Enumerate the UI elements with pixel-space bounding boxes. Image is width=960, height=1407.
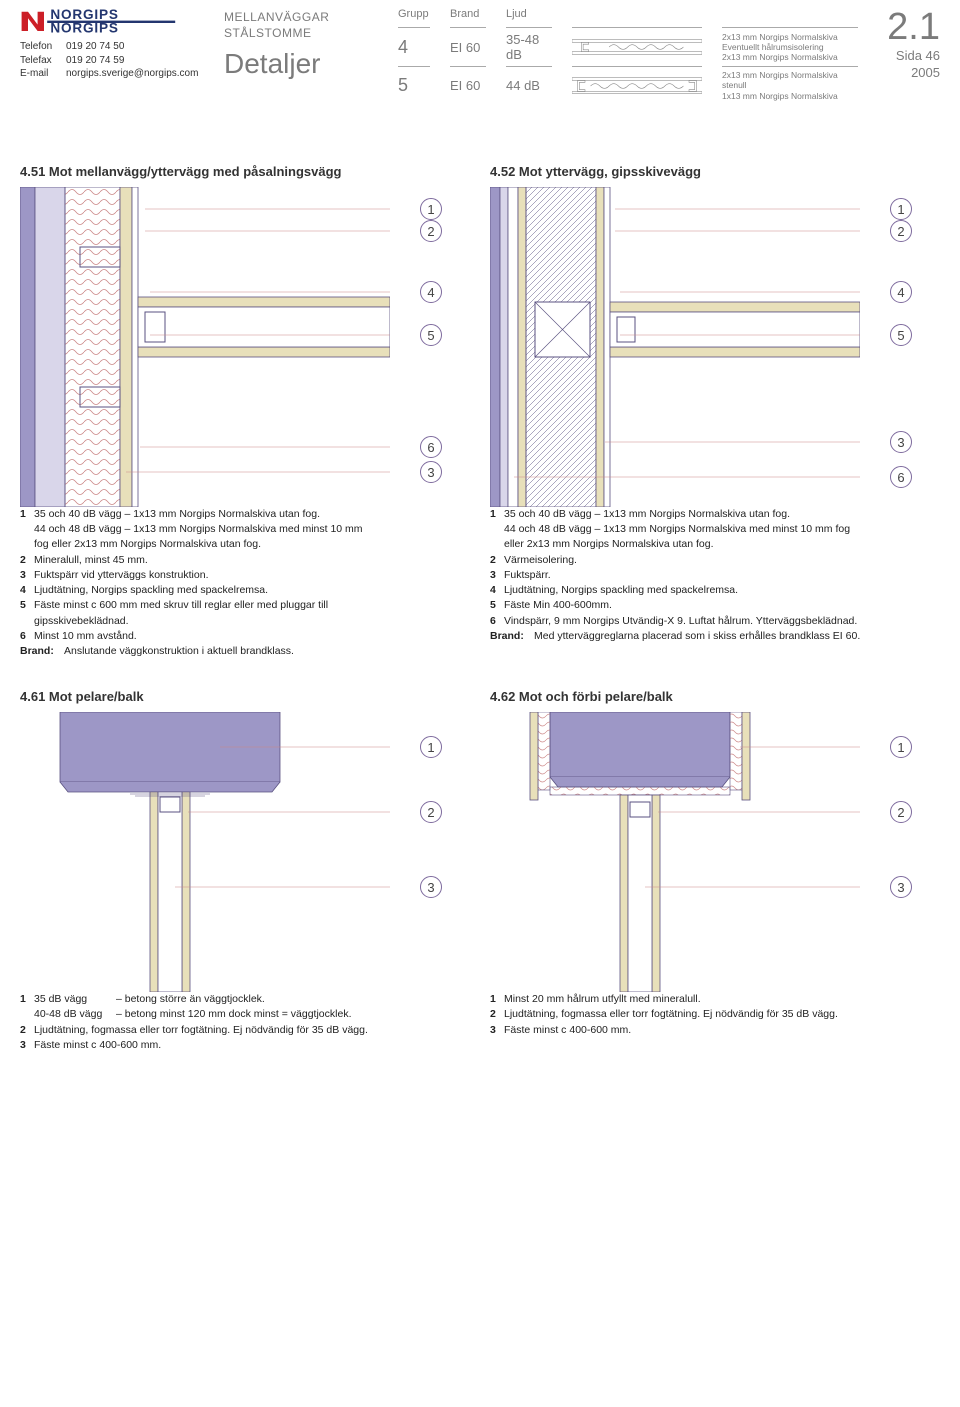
title-line1: MELLANVÄGGAR [224,10,374,24]
cross-section-icon-r1 [572,28,702,66]
section-451: 4.51 Mot mellanvägg/yttervägg med påsaln… [20,164,480,689]
year: 2005 [887,65,940,80]
callout-5: 5 [420,324,442,346]
callout-1: 1 [890,736,912,758]
svg-text:NORGIPS: NORGIPS [50,21,118,36]
spec-r2-brand: EI 60 [450,66,486,104]
brand-label: Brand: [20,644,64,659]
callout-3: 3 [420,461,442,483]
contact-fax-label: Telefax [20,54,66,68]
spec-r2-grupp: 5 [398,66,430,104]
spec-r1-desc: 2x13 mm Norgips Normalskiva Eventuellt h… [722,28,858,66]
contact-email-label: E-mail [20,67,66,81]
contact-phone: 019 20 74 50 [66,40,124,54]
contact-fax: 019 20 74 59 [66,54,124,68]
spec-head-grupp: Grupp [398,8,430,28]
main-content: 4.51 Mot mellanvägg/yttervägg med påsaln… [20,164,940,1083]
callout-2: 2 [890,220,912,242]
callout-3: 3 [890,431,912,453]
spec-r2-ljud: 44 dB [506,66,552,104]
section-title: 4.62 Mot och förbi pelare/balk [490,689,940,704]
section-title: 4.61 Mot pelare/balk [20,689,470,704]
section-title: 4.51 Mot mellanvägg/yttervägg med påsaln… [20,164,470,179]
logo-block: NORGIPS NORGIPS Telefon019 20 74 50 Tele… [20,8,210,81]
page-reference: 2.1 Sida 46 2005 [887,8,940,80]
logo: NORGIPS NORGIPS [20,8,210,38]
contact-info: Telefon019 20 74 50 Telefax019 20 74 59 … [20,40,210,81]
brand-label: Brand: [490,629,534,644]
spec-r1-ljud: 35-48 dB [506,28,552,66]
legend-451: 135 och 40 dB vägg – 1x13 mm Norgips Nor… [20,507,470,659]
callout-2: 2 [420,220,442,242]
callout-6: 6 [420,436,442,458]
callout-1: 1 [420,736,442,758]
contact-email: norgips.sverige@norgips.com [66,67,198,81]
spec-head-brand: Brand [450,8,486,28]
cross-section-icon-r2 [572,66,702,104]
page-header: NORGIPS NORGIPS Telefon019 20 74 50 Tele… [20,8,940,114]
callout-4: 4 [420,281,442,303]
legend-461: 1 35 dB vägg– betong större än väggtjock… [20,992,470,1053]
callout-1: 1 [890,198,912,220]
diagram-452: 1 2 4 5 3 6 [490,187,940,507]
title-block: MELLANVÄGGAR STÅLSTOMME Detaljer [224,8,374,80]
callout-2: 2 [420,801,442,823]
callout-1: 1 [420,198,442,220]
legend-462: 1Minst 20 mm hålrum utfyllt med mineralu… [490,992,940,1038]
section-462: 4.62 Mot och förbi pelare/balk [480,689,940,1083]
section-number: 2.1 [887,8,940,46]
callout-5: 5 [890,324,912,346]
spec-r2-desc: 2x13 mm Norgips Normalskiva stenull 1x13… [722,66,858,104]
section-461: 4.61 Mot pelare/balk [20,689,480,1083]
title-main: Detaljer [224,48,374,80]
spec-table: Grupp 4 5 Brand EI 60 EI 60 Ljud 35-48 d… [388,8,868,104]
callout-6: 6 [890,466,912,488]
spec-r1-grupp: 4 [398,28,430,66]
section-title: 4.52 Mot yttervägg, gipsskivevägg [490,164,940,179]
diagram-462: 1 2 3 [490,712,940,992]
legend-452: 135 och 40 dB vägg – 1x13 mm Norgips Nor… [490,507,940,644]
section-452: 4.52 Mot yttervägg, gipsskivevägg [480,164,940,689]
spec-r1-brand: EI 60 [450,28,486,66]
page-number: Sida 46 [887,48,940,63]
callout-3: 3 [890,876,912,898]
diagram-461: 1 2 3 [20,712,470,992]
diagram-451: 1 2 4 5 6 3 [20,187,470,507]
callout-3: 3 [420,876,442,898]
callout-2: 2 [890,801,912,823]
callout-4: 4 [890,281,912,303]
contact-phone-label: Telefon [20,40,66,54]
spec-head-ljud: Ljud [506,8,552,28]
title-line2: STÅLSTOMME [224,26,374,40]
